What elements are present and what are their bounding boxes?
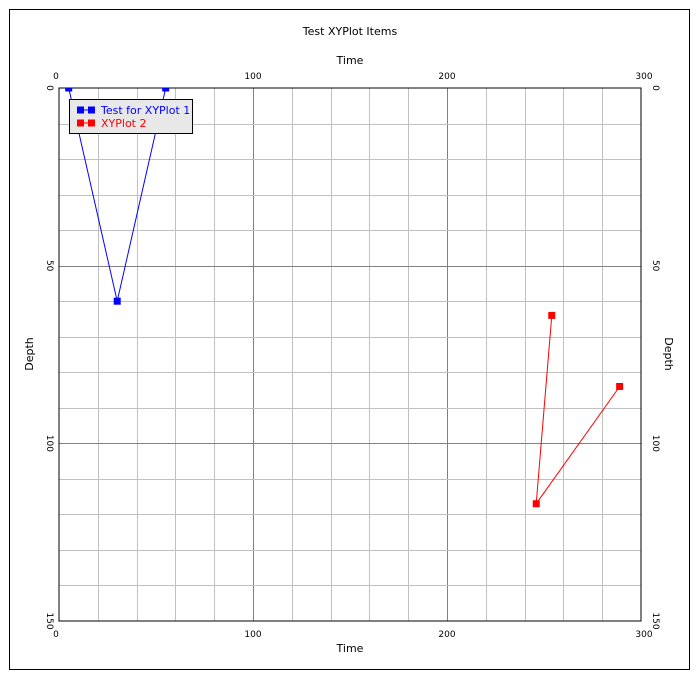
y-axis-label-left: Depth (23, 337, 36, 371)
legend-swatch-marker (88, 119, 95, 127)
series-1-point (162, 88, 170, 92)
series-1-point (113, 297, 121, 305)
series-2-line (535, 315, 621, 506)
y-tick-label-right: 100 (650, 435, 660, 452)
x-tick-label-bottom: 0 (53, 630, 59, 640)
series-1-point (65, 88, 73, 92)
legend-swatch-marker (77, 106, 84, 114)
y-tick-label-left: 0 (44, 85, 54, 91)
x-tick-label-bottom: 100 (244, 630, 261, 640)
y-tick-label-right: 0 (650, 85, 660, 91)
x-tick-label-top: 200 (438, 72, 455, 82)
y-tick-label-left: 50 (44, 260, 54, 272)
grid (59, 88, 641, 621)
y-tick-label-right: 150 (650, 612, 660, 629)
x-tick-label-top: 100 (244, 72, 261, 82)
x-axis-label-top: Time (336, 54, 364, 67)
y-tick-label-left: 150 (44, 612, 54, 629)
legend-entry-label: XYPlot 2 (101, 117, 146, 130)
series (65, 88, 624, 508)
legend-entry-label: Test for XYPlot 1 (100, 104, 190, 117)
y-axis-label-right: Depth (662, 337, 675, 371)
x-tick-label-top: 0 (53, 72, 59, 82)
x-axis-label-bottom: Time (336, 642, 364, 655)
y-tick-label-left: 100 (44, 435, 54, 452)
series-2-point (616, 382, 624, 390)
legend-swatch-marker (77, 119, 84, 127)
legend-box (69, 99, 193, 134)
x-tick-label-top: 300 (635, 72, 652, 82)
chart-title: Test XYPlot Items (302, 25, 398, 38)
tick-labels: 0 0 100 100 200 200 300 300 0 0 50 50 100 100 150 150 (44, 72, 660, 640)
y-tick-label-right: 50 (650, 260, 660, 272)
series-2-point (532, 500, 540, 508)
series-2-point (548, 311, 556, 319)
x-tick-label-bottom: 200 (438, 630, 455, 640)
plot-area (58, 87, 642, 622)
x-tick-label-bottom: 300 (635, 630, 652, 640)
legend-swatch-marker (88, 106, 95, 114)
